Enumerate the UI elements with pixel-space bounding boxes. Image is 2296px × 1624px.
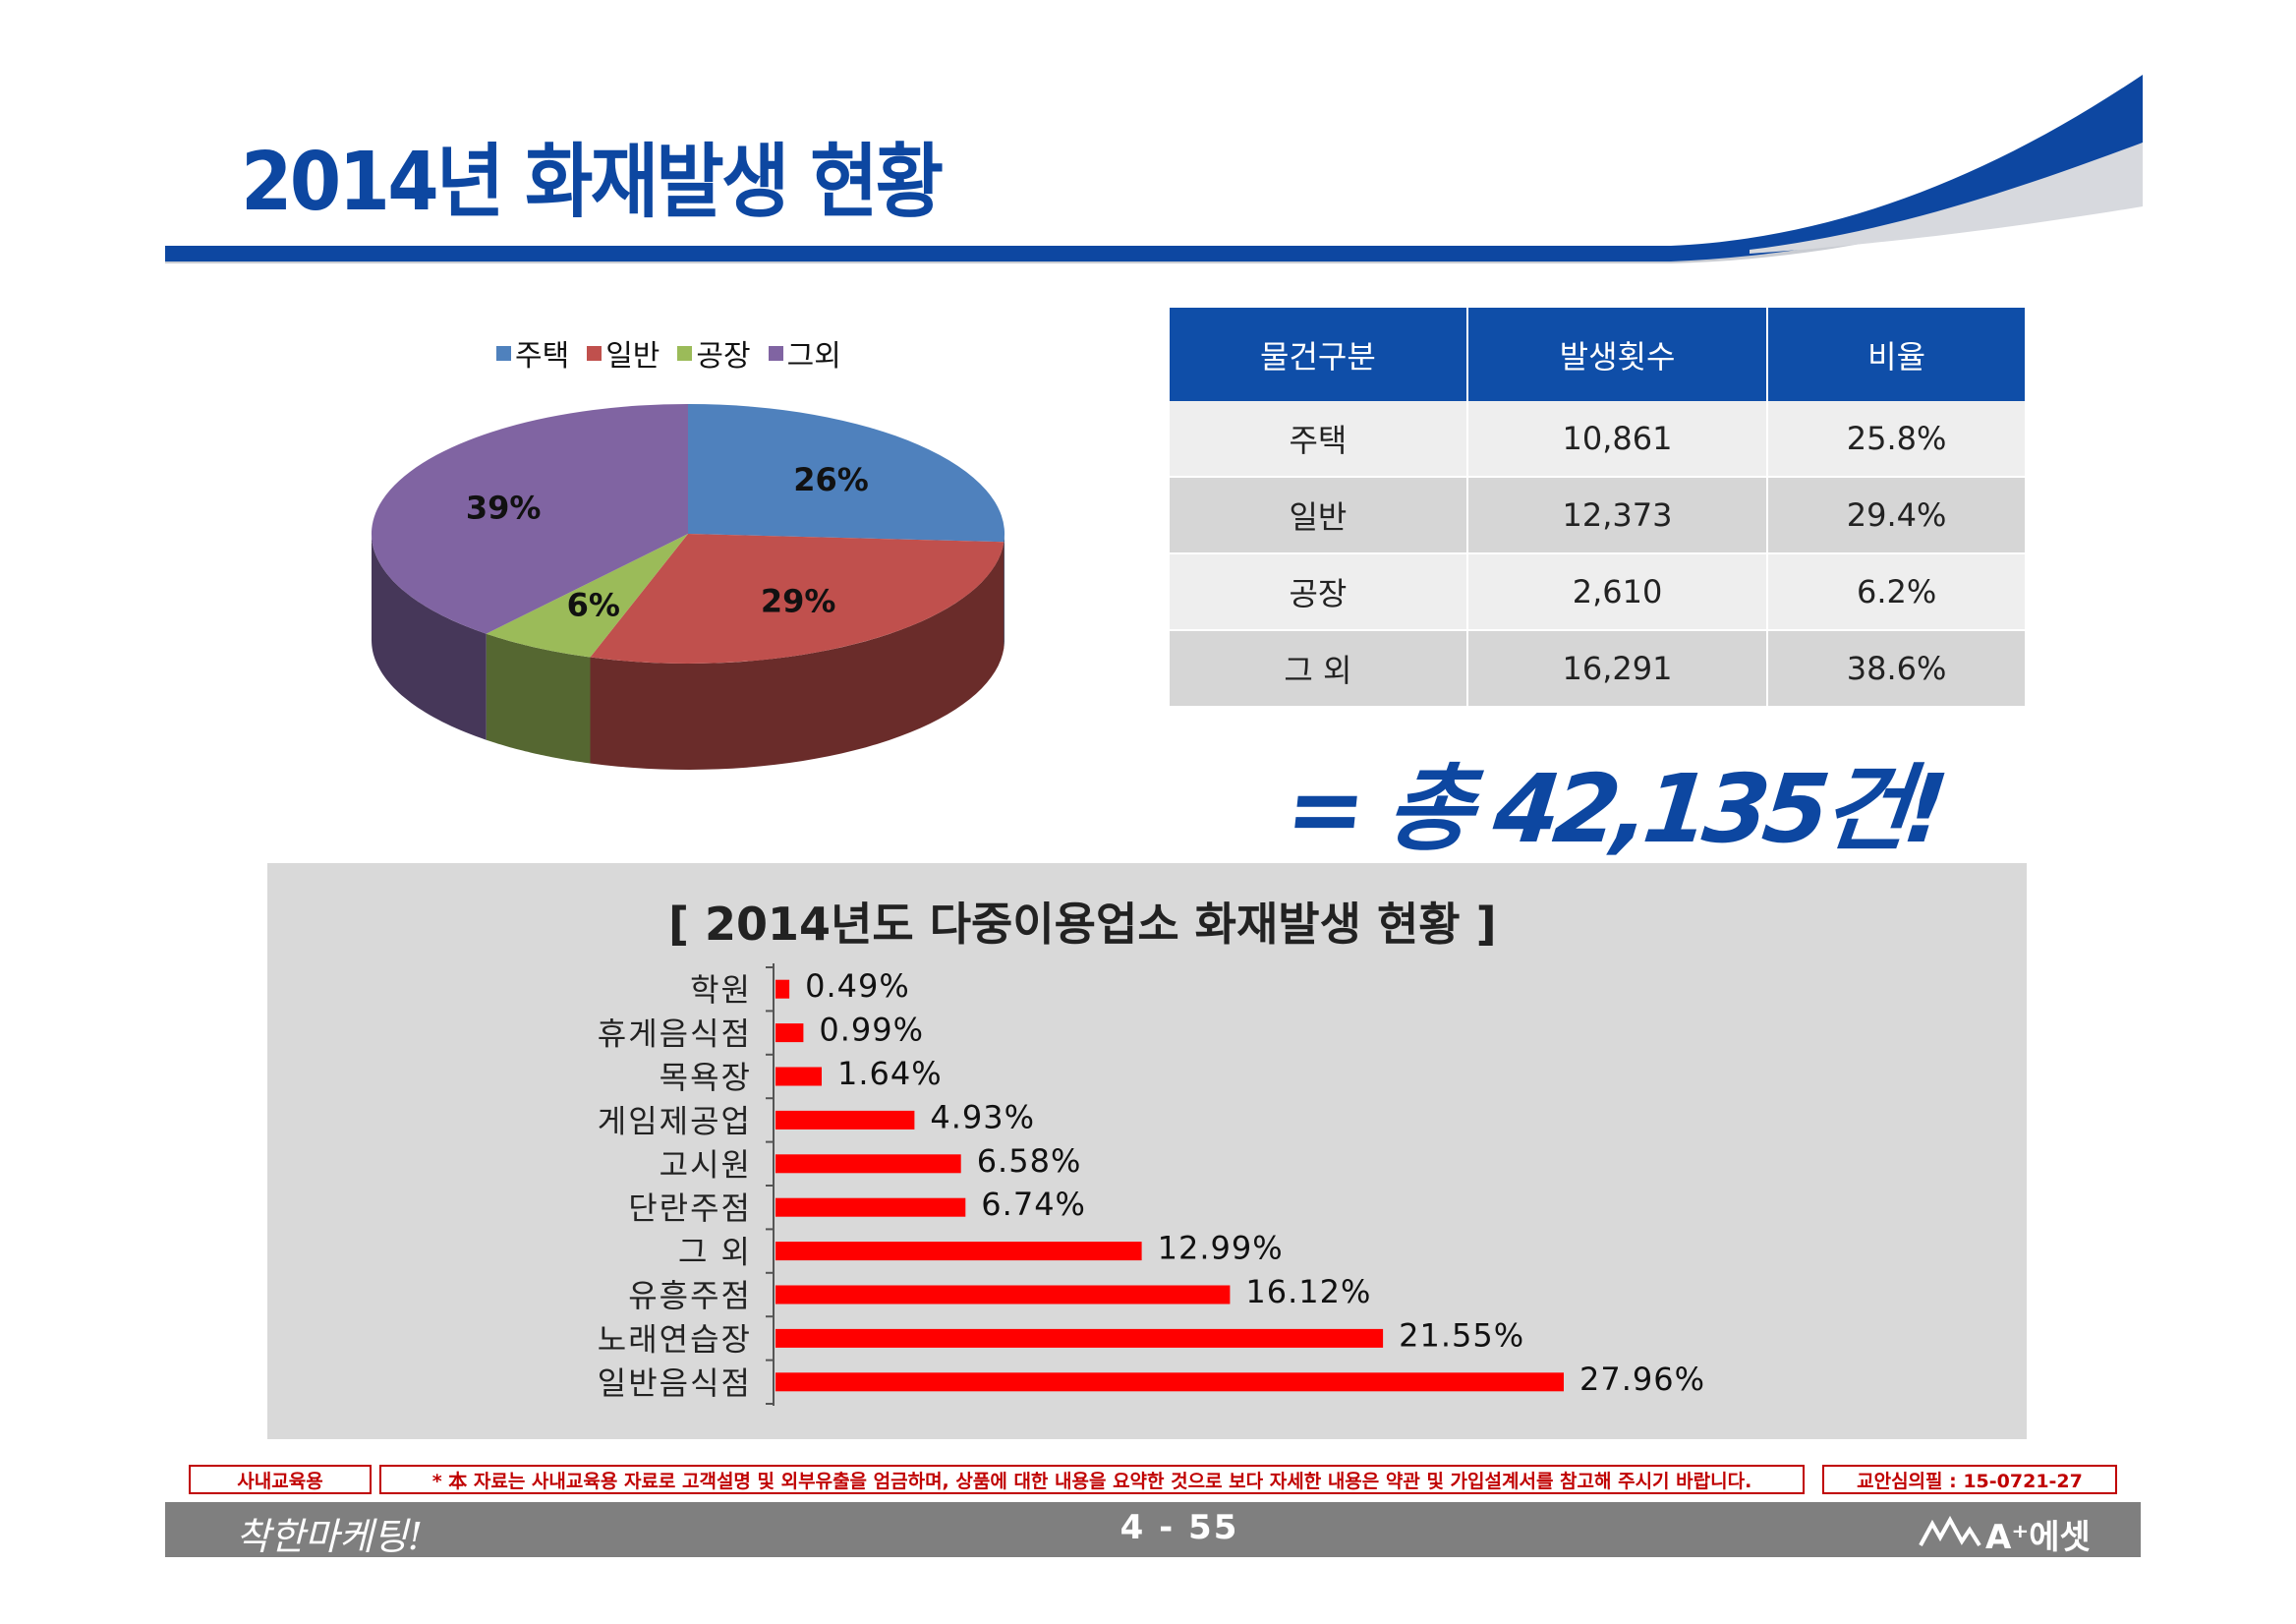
legend-swatch bbox=[677, 345, 693, 361]
table-row: 일반 12,373 29.4% bbox=[1170, 477, 2025, 554]
bar-data-label: 6.74% bbox=[981, 1186, 1086, 1223]
legend-item: 그외 bbox=[768, 331, 841, 375]
category-label: 유흥주점 bbox=[628, 1277, 752, 1314]
header-swoosh bbox=[165, 75, 2143, 263]
pie-data-label: 29% bbox=[761, 583, 836, 620]
bar-고시원 bbox=[775, 1154, 961, 1174]
legend-label: 주택 bbox=[515, 339, 570, 374]
legend-swatch bbox=[587, 345, 603, 361]
fire-stats-table: 물건구분 발생횟수 비율 주택 10,861 25.8% 일반 12,373 2… bbox=[1170, 308, 2025, 708]
bar-data-label: 16.12% bbox=[1245, 1273, 1371, 1310]
table-cell: 16,291 bbox=[1466, 630, 1769, 708]
table-cell: 25.8% bbox=[1767, 401, 2025, 478]
bar-유흥주점 bbox=[775, 1285, 1231, 1305]
bar-일반음식점 bbox=[775, 1372, 1564, 1392]
pie-side-3 bbox=[372, 534, 487, 740]
pie-side-1 bbox=[590, 542, 1004, 770]
table-cell: 10,861 bbox=[1466, 401, 1769, 478]
disclaimer-notice: * 本 자료는 사내교육용 자료로 고객설명 및 외부유출을 엄금하며, 상품에… bbox=[379, 1465, 1805, 1494]
pie-legend: 주택 일반 공장 그외 bbox=[496, 331, 841, 375]
page-number: 4 - 55 bbox=[1119, 1508, 1239, 1547]
table-cell: 6.2% bbox=[1767, 553, 2025, 631]
table-row: 그 외 16,291 38.6% bbox=[1170, 630, 2025, 708]
legend-item: 일반 bbox=[587, 331, 660, 375]
pie-slice-그외 bbox=[371, 404, 688, 634]
pie-slice-일반 bbox=[590, 534, 1004, 664]
legend-label: 그외 bbox=[786, 339, 841, 374]
table-row: 공장 2,610 6.2% bbox=[1170, 553, 2025, 631]
table-cell: 38.6% bbox=[1767, 630, 2025, 708]
table-cell: 공장 bbox=[1170, 553, 1468, 631]
pie-sides bbox=[372, 534, 1004, 770]
bar-data-label: 27.96% bbox=[1579, 1361, 1705, 1398]
pie-chart: 26% 29% 6% 39% bbox=[371, 404, 1005, 770]
bar-data-label: 1.64% bbox=[837, 1055, 943, 1092]
bar-data-label: 12.99% bbox=[1158, 1230, 1284, 1267]
pie-data-label: 39% bbox=[466, 489, 542, 526]
legend-swatch bbox=[496, 345, 511, 361]
bar-목욕장 bbox=[775, 1067, 822, 1086]
table-header: 비율 bbox=[1767, 308, 2025, 401]
bar-data-label: 0.99% bbox=[819, 1012, 924, 1049]
pie-data-label: 6% bbox=[567, 587, 620, 624]
table-row: 주택 10,861 25.8% bbox=[1170, 401, 2025, 478]
legend-swatch bbox=[768, 345, 783, 361]
total-count: = 총 42,135건! bbox=[1281, 754, 1948, 864]
category-label: 고시원 bbox=[660, 1146, 752, 1184]
category-label: 노래연습장 bbox=[598, 1320, 752, 1358]
legend-item: 공장 bbox=[677, 331, 751, 375]
table-cell: 그 외 bbox=[1170, 630, 1468, 708]
pie-side-2 bbox=[486, 633, 591, 764]
table-cell: 12,373 bbox=[1466, 477, 1769, 554]
category-label: 휴게음식점 bbox=[598, 1015, 752, 1053]
pie-data-label: 26% bbox=[793, 461, 869, 498]
table-header: 물건구분 bbox=[1170, 308, 1468, 401]
slogan: 착한마케팅! bbox=[236, 1515, 424, 1558]
category-label: 그 외 bbox=[678, 1234, 752, 1271]
table-cell: 29.4% bbox=[1767, 477, 2025, 554]
bar-게임제공업 bbox=[775, 1110, 915, 1130]
table-cell: 주택 bbox=[1170, 401, 1468, 478]
bar-data-label: 21.55% bbox=[1399, 1316, 1524, 1354]
brand-logo-icon bbox=[1919, 1515, 1981, 1547]
pie-slice-공장 bbox=[486, 534, 688, 658]
pie-slice-주택 bbox=[688, 404, 1005, 543]
bar-data-label: 4.93% bbox=[930, 1098, 1035, 1135]
brand-name: A⁺에셋 bbox=[1985, 1518, 2091, 1557]
category-label: 학원 bbox=[690, 971, 752, 1009]
category-label: 게임제공업 bbox=[598, 1102, 752, 1139]
footer-bar bbox=[165, 1502, 2141, 1557]
category-label: 목욕장 bbox=[660, 1059, 752, 1096]
bar-chart: 학원 0.49% 휴게음식점 0.99% 목욕장 1.64% 게임제공업 4.93% 고시원 6.… bbox=[598, 963, 1705, 1406]
review-number: 교안심의필 : 15-0721-27 bbox=[1822, 1465, 2117, 1494]
bar-휴게음식점 bbox=[775, 1023, 804, 1043]
legend-item: 주택 bbox=[496, 331, 569, 375]
bar-그 외 bbox=[775, 1242, 1142, 1261]
bar-단란주점 bbox=[775, 1197, 966, 1217]
internal-use-label: 사내교육용 bbox=[189, 1465, 372, 1494]
table-cell: 2,610 bbox=[1466, 553, 1769, 631]
page-title: 2014년 화재발생 현황 bbox=[241, 136, 944, 229]
bar-data-label: 0.49% bbox=[805, 967, 910, 1005]
table-cell: 일반 bbox=[1170, 477, 1468, 554]
legend-label: 공장 bbox=[696, 339, 751, 374]
bar-chart-title: [ 2014년도 다중이용업소 화재발생 현황 ] bbox=[668, 898, 1497, 951]
bar-학원 bbox=[775, 979, 790, 999]
table-header: 발생횟수 bbox=[1466, 308, 1769, 401]
bar-노래연습장 bbox=[775, 1328, 1384, 1348]
legend-label: 일반 bbox=[605, 339, 660, 374]
category-label: 일반음식점 bbox=[598, 1364, 752, 1402]
category-label: 단란주점 bbox=[628, 1189, 752, 1227]
bar-data-label: 6.58% bbox=[977, 1142, 1082, 1180]
